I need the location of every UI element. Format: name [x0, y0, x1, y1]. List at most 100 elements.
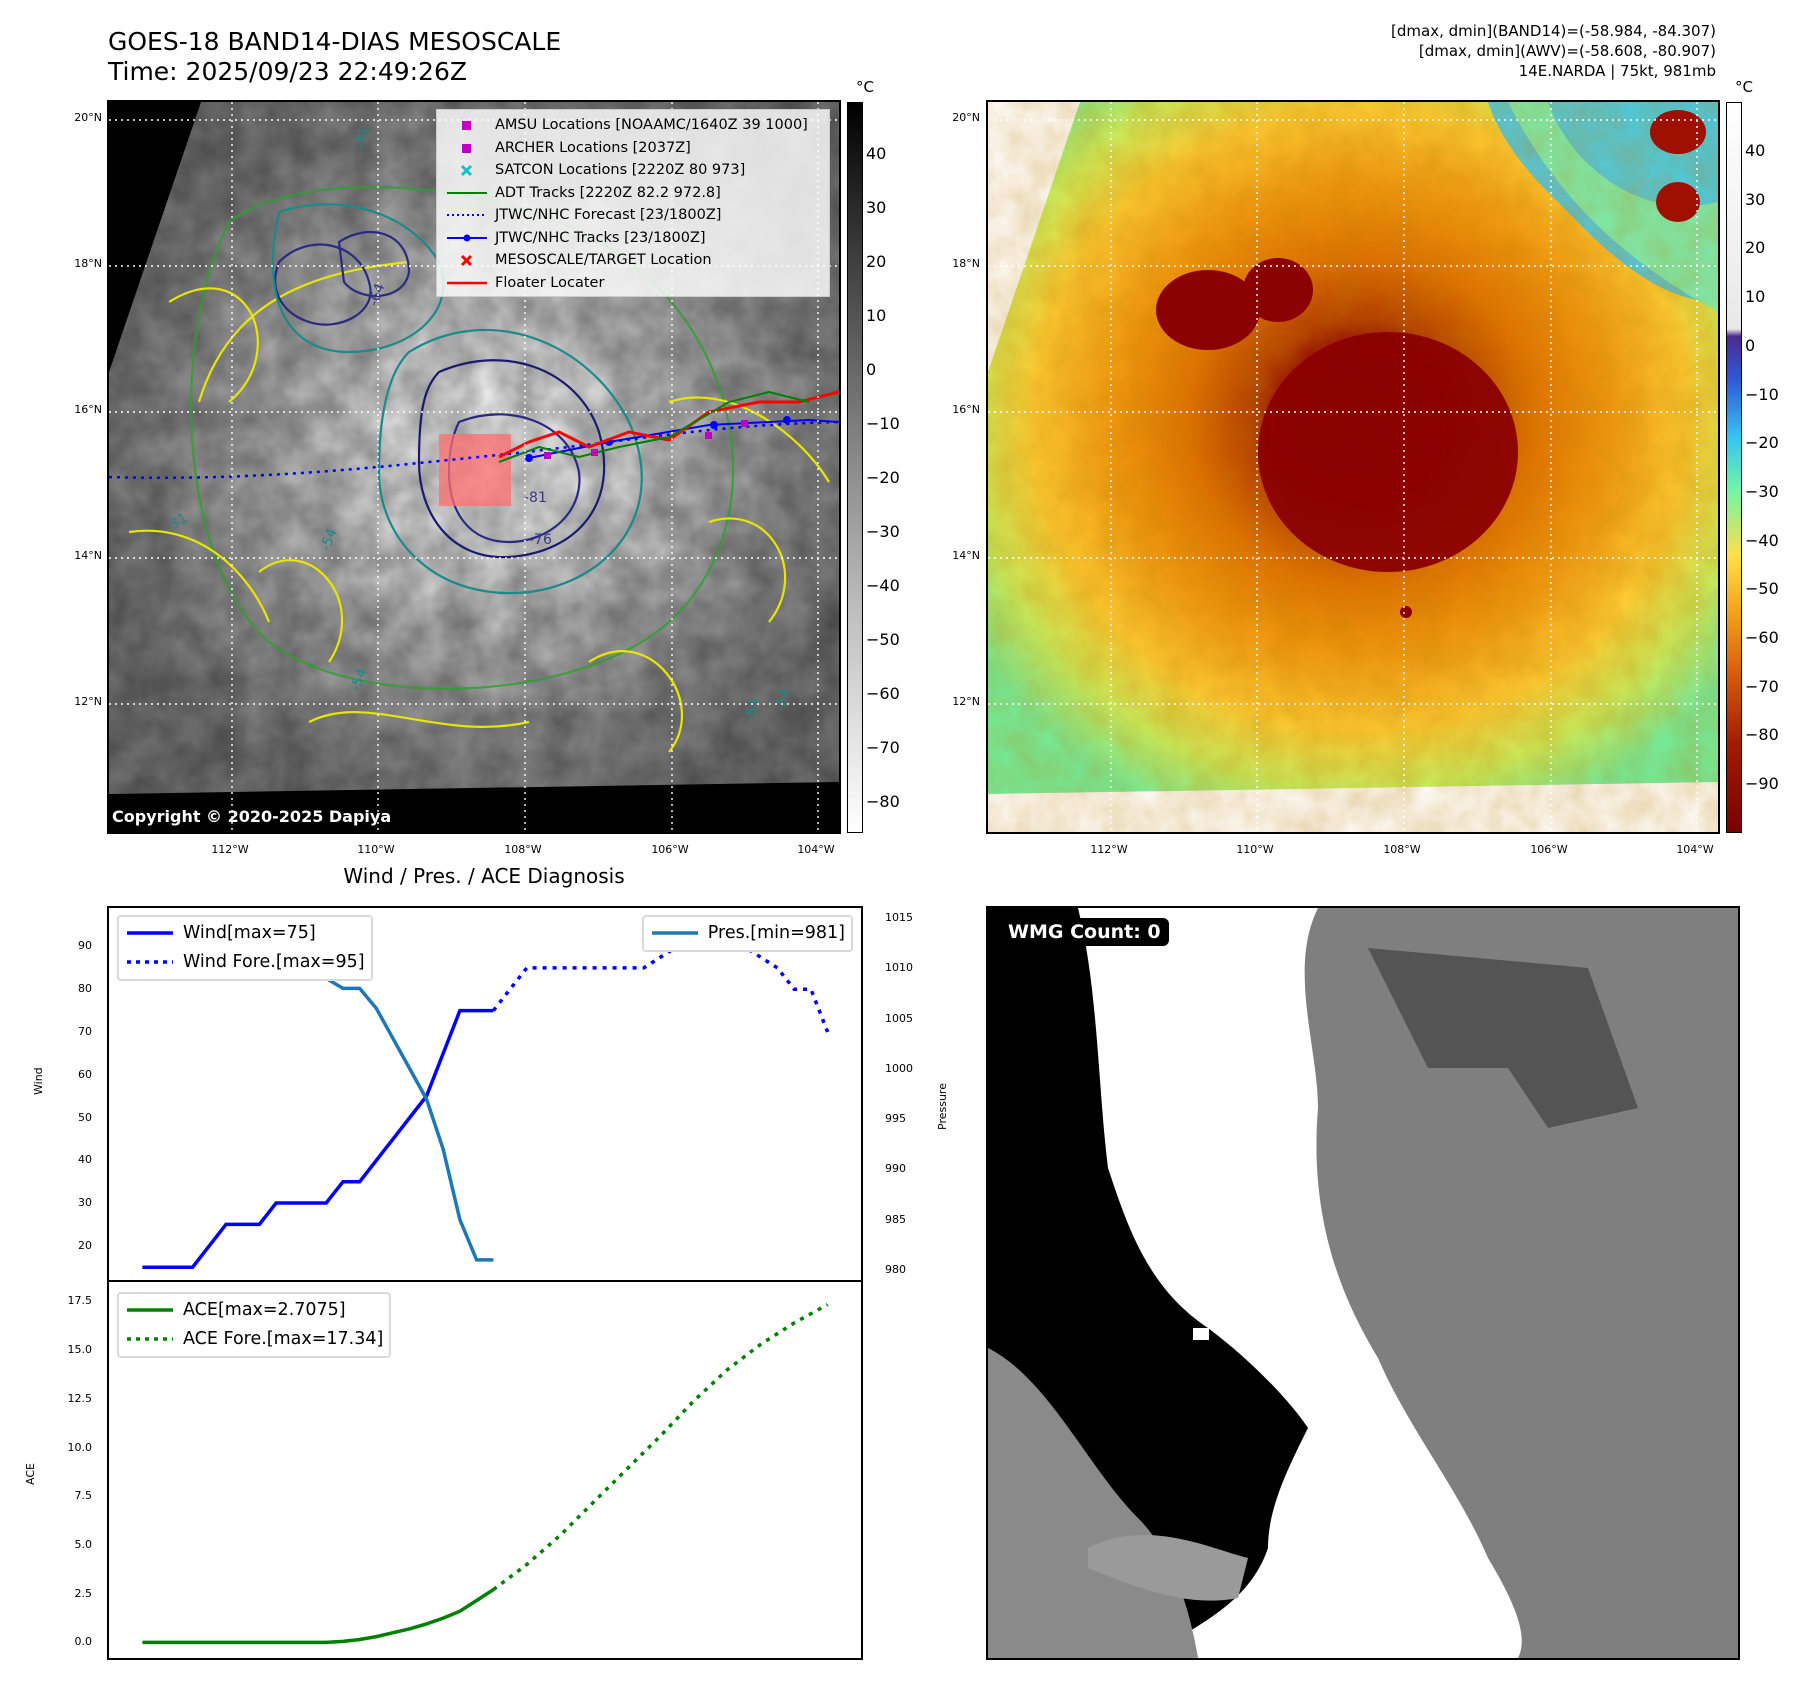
lat-label: 20°N	[74, 111, 102, 124]
colorbar-tick-label: 20	[1745, 238, 1766, 258]
info-band14: [dmax, dmin](BAND14)=(-58.984, -84.307)	[1391, 22, 1716, 40]
colorbar-tick-label: −10	[866, 414, 900, 433]
wind-solid-line-icon	[127, 931, 173, 935]
ace-tick-label: 5.0	[74, 1538, 93, 1551]
wind-axis-title: Wind	[32, 1067, 45, 1095]
lon-label: 106°W	[1530, 843, 1568, 856]
colorbar-tick-label: 20	[866, 252, 887, 271]
contour-label: -64	[366, 281, 389, 308]
legend-item: SATCON Locations [2220Z 80 973]	[445, 159, 821, 182]
magenta-square-icon	[462, 143, 471, 153]
lat-label: 18°N	[952, 257, 980, 270]
colorbar-tick-label: −20	[1745, 433, 1779, 453]
colorbar-tick-label: −30	[1745, 481, 1779, 501]
lon-label: 108°W	[504, 843, 542, 856]
wind-tick-label: 30	[78, 1196, 92, 1210]
legend-item: Floater Locater	[445, 272, 821, 295]
pressure-tick-label: 985	[885, 1212, 906, 1226]
colorbar-tick-label: 30	[1745, 189, 1766, 209]
awv-map-panel	[986, 100, 1720, 834]
adt-track	[498, 390, 810, 463]
chart-title: Wind / Pres. / ACE Diagnosis	[343, 864, 625, 888]
pressure-legend: Pres.[min=981]	[641, 915, 853, 952]
colorbar-tick-label: −70	[1745, 676, 1779, 696]
lat-label: 16°N	[74, 403, 102, 416]
target-box	[439, 434, 511, 506]
lat-label: 16°N	[952, 403, 980, 416]
lat-label: 18°N	[74, 257, 102, 270]
ace-legend: ACE[max=2.7075] ACE Fore.[max=17.34]	[117, 1292, 392, 1358]
legend-item: JTWC/NHC Tracks [23/1800Z]	[445, 227, 821, 250]
colorbar-tick-label: −20	[866, 468, 900, 487]
lon-label: 110°W	[1236, 843, 1274, 856]
floater-track	[498, 390, 839, 459]
pressure-tick-label: 995	[885, 1112, 906, 1126]
info-awv: [dmax, dmin](AWV)=(-58.608, -80.907)	[1418, 42, 1716, 60]
lat-label: 12°N	[952, 695, 980, 708]
blue-dotted-line-icon	[447, 214, 487, 216]
contour-label: -76	[529, 532, 552, 548]
pressure-tick-label: 1010	[885, 961, 913, 975]
legend-item: MESOSCALE/TARGET Location	[445, 249, 821, 272]
ace-tick-label: 7.5	[74, 1489, 93, 1503]
pressure-axis-title: Pressure	[936, 1083, 949, 1130]
pressure-tick-label: 990	[885, 1162, 906, 1176]
colorbar-tick-label: −80	[1745, 725, 1779, 745]
figure-time: Time: 2025/09/23 22:49:26Z	[108, 57, 467, 86]
awv-colorbar-unit: °C	[1735, 78, 1753, 96]
lon-label: 110°W	[357, 843, 395, 856]
wmg-panel: WMG Count: 0	[986, 906, 1740, 1660]
green-line-icon	[447, 191, 487, 194]
ace-dotted-line-icon	[127, 1337, 173, 1341]
legend-item: ARCHER Locations [2037Z]	[445, 137, 821, 160]
pressure-line-icon	[651, 931, 698, 935]
magenta-square-icon	[462, 121, 471, 130]
ace-tick-label: 0.0	[74, 1635, 93, 1649]
info-storm: 14E.NARDA | 75kt, 981mb	[1518, 62, 1716, 80]
colorbar-tick-label: 0	[866, 360, 877, 379]
colorbar-tick-label: −50	[866, 630, 900, 649]
wind-tick-label: 20	[78, 1238, 92, 1252]
contour-label: -54	[318, 526, 341, 553]
ace-series-line-1	[492, 1303, 829, 1591]
contour-label: -54	[772, 687, 793, 713]
contour-label: -54	[742, 697, 763, 723]
lon-label: 104°W	[797, 843, 835, 856]
colorbar-tick-label: 10	[866, 306, 887, 325]
pressure-tick-label: 1000	[885, 1061, 913, 1075]
ir-colorbar	[847, 102, 863, 833]
lat-label: 20°N	[952, 111, 980, 124]
pressure-tick-label: 1005	[885, 1011, 913, 1025]
colorbar-tick-label: 40	[866, 144, 887, 163]
ir-colorbar-unit: °C	[856, 78, 874, 96]
colorbar-tick-label: 40	[1745, 141, 1766, 160]
ir-legend: AMSU Locations [NOAAMC/1640Z 39 1000] AR…	[436, 109, 830, 297]
ace-solid-line-icon	[127, 1308, 173, 1312]
colorbar-tick-label: −30	[866, 522, 900, 541]
legend-item: AMSU Locations [NOAAMC/1640Z 39 1000]	[445, 114, 821, 137]
ace-chart: ACE[max=2.7075] ACE Fore.[max=17.34]	[107, 1280, 863, 1660]
legend-item: ADT Tracks [2220Z 82.2 972.8]	[445, 182, 821, 205]
contour-label: -54	[348, 666, 371, 693]
wind-dotted-line-icon	[127, 960, 173, 964]
awv-colorbar	[1726, 102, 1742, 833]
lon-label: 112°W	[211, 843, 249, 856]
wind-tick-label: 80	[78, 982, 92, 996]
colorbar-tick-label: −40	[866, 576, 900, 595]
wmg-count-badge: WMG Count: 0	[1000, 918, 1169, 946]
pressure-tick-label: 980	[885, 1262, 906, 1276]
ace-tick-label: 17.5	[67, 1294, 93, 1308]
red-x-icon	[460, 254, 473, 267]
colorbar-tick-label: −70	[866, 738, 900, 757]
wind-tick-label: 90	[78, 939, 92, 953]
awv-map-image	[988, 102, 1718, 832]
legend-item: JTWC/NHC Forecast [23/1800Z]	[445, 204, 821, 227]
colorbar-tick-label: −40	[1745, 530, 1779, 550]
colorbar-tick-label: −50	[1745, 579, 1779, 599]
ace-tick-label: 15.0	[67, 1343, 93, 1357]
wind-tick-label: 70	[78, 1025, 92, 1038]
contour-label: -81	[524, 490, 547, 506]
blue-line-dot-icon	[447, 234, 487, 241]
ace-series-line-0	[142, 1588, 495, 1645]
lat-label: 14°N	[952, 549, 980, 562]
